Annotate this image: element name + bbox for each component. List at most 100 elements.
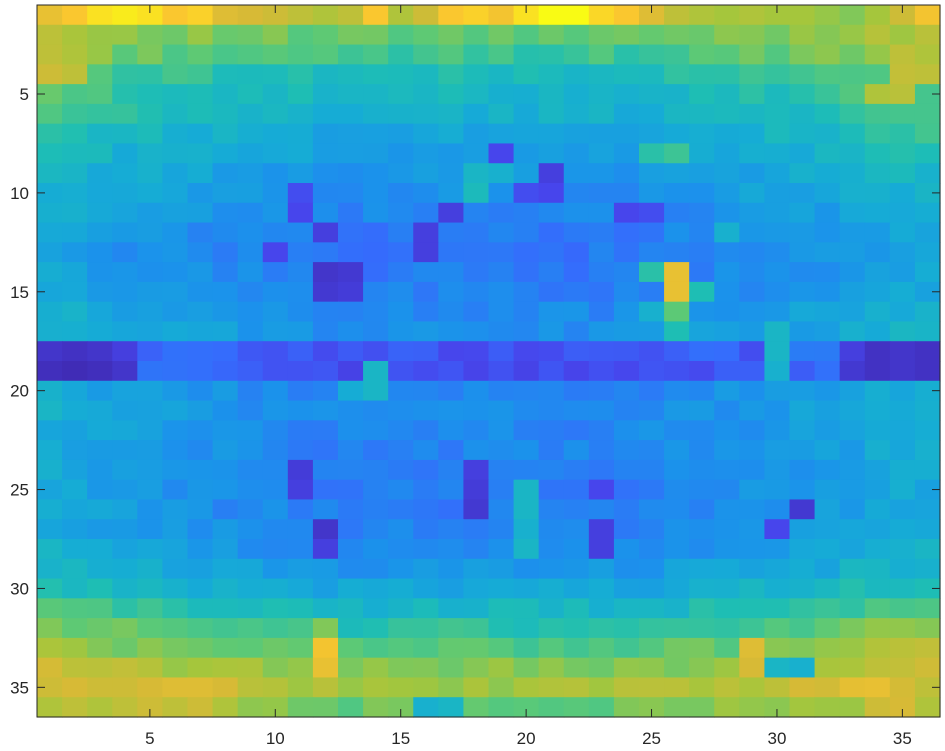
heatmap-cell: [237, 697, 264, 718]
heatmap-cell: [563, 598, 590, 619]
heatmap-cell: [739, 677, 766, 698]
heatmap-cell: [287, 459, 314, 481]
heatmap-cell: [463, 84, 490, 105]
heatmap-cell: [37, 539, 63, 560]
heatmap-cell: [764, 578, 791, 599]
heatmap-cell: [413, 321, 439, 342]
heatmap-cell: [338, 222, 364, 243]
heatmap-cell: [112, 361, 138, 382]
heatmap-cell: [312, 697, 339, 718]
heatmap-cell: [162, 143, 189, 164]
heatmap-cell: [689, 380, 715, 402]
heatmap-cell: [563, 202, 590, 224]
heatmap-cell: [714, 341, 740, 362]
heatmap-cell: [212, 361, 239, 382]
heatmap-cell: [914, 5, 941, 26]
heatmap-cell: [137, 637, 164, 659]
heatmap-cell: [789, 143, 816, 164]
heatmap-cell: [764, 519, 791, 540]
heatmap-cell: [187, 103, 214, 125]
heatmap-cell: [438, 637, 465, 659]
heatmap-cell: [739, 123, 766, 145]
heatmap-cell: [689, 301, 715, 323]
heatmap-cell: [212, 459, 239, 481]
heatmap-cell: [613, 637, 640, 659]
heatmap-cell: [839, 657, 866, 679]
heatmap-cell: [764, 183, 791, 204]
heatmap-cell: [839, 459, 866, 481]
heatmap-cell: [839, 539, 866, 560]
heatmap-cell: [37, 301, 63, 323]
heatmap-cell: [37, 202, 63, 224]
heatmap-cell: [312, 163, 339, 184]
heatmap-cell: [112, 281, 138, 303]
heatmap-cell: [563, 24, 590, 46]
heatmap-cell: [363, 222, 389, 243]
heatmap-cell: [664, 499, 690, 520]
heatmap-cell: [764, 539, 791, 560]
heatmap-cell: [714, 301, 740, 323]
heatmap-cell: [664, 341, 690, 362]
heatmap-cell: [413, 242, 439, 263]
heatmap-cell: [689, 341, 715, 362]
heatmap-cell: [889, 420, 916, 441]
heatmap-cell: [413, 618, 439, 639]
heatmap-cell: [338, 519, 364, 540]
heatmap-cell: [62, 598, 88, 619]
heatmap-cell: [714, 440, 740, 461]
heatmap-cell: [388, 103, 414, 125]
heatmap-cell: [363, 341, 389, 362]
heatmap-cell: [889, 202, 916, 224]
heatmap-cell: [639, 84, 665, 105]
heatmap-cell: [237, 163, 264, 184]
heatmap-cell: [312, 657, 339, 679]
heatmap-cell: [287, 281, 314, 303]
y-tick-label: 35: [10, 678, 29, 697]
heatmap-cell: [438, 341, 465, 362]
heatmap-cell: [664, 84, 690, 105]
heatmap-cell: [588, 558, 615, 580]
heatmap-cell: [237, 677, 264, 698]
heatmap-cell: [613, 380, 640, 402]
heatmap-cell: [237, 657, 264, 679]
heatmap-cell: [664, 321, 690, 342]
heatmap-cell: [714, 598, 740, 619]
heatmap-cell: [463, 202, 490, 224]
heatmap-cell: [312, 281, 339, 303]
heatmap-cell: [538, 440, 565, 461]
heatmap-cell: [739, 84, 766, 105]
heatmap-cell: [237, 479, 264, 501]
heatmap-cell: [237, 143, 264, 164]
heatmap-cell: [739, 202, 766, 224]
heatmap-cell: [312, 321, 339, 342]
x-tick-label: 15: [391, 729, 410, 748]
heatmap-cell: [538, 539, 565, 560]
heatmap-cell: [714, 677, 740, 698]
heatmap-cell: [488, 262, 515, 283]
heatmap-cell: [538, 657, 565, 679]
heatmap-cell: [814, 24, 841, 46]
heatmap-cell: [162, 479, 189, 501]
heatmap-cell: [664, 281, 690, 303]
heatmap-cell: [212, 499, 239, 520]
heatmap-cell: [112, 558, 138, 580]
heatmap-cell: [37, 479, 63, 501]
heatmap-cell: [312, 301, 339, 323]
heatmap-cell: [187, 84, 214, 105]
heatmap-cell: [488, 539, 515, 560]
heatmap-cell: [914, 479, 941, 501]
heatmap-cell: [187, 618, 214, 639]
heatmap-cell: [689, 657, 715, 679]
heatmap-cell: [613, 242, 640, 263]
heatmap-cell: [739, 103, 766, 125]
heatmap-cell: [363, 657, 389, 679]
heatmap-cell: [62, 400, 88, 421]
heatmap-cell: [363, 44, 389, 65]
heatmap-cell: [814, 440, 841, 461]
heatmap-cell: [914, 321, 941, 342]
heatmap-cell: [689, 123, 715, 145]
heatmap-cell: [513, 440, 540, 461]
heatmap-cell: [137, 618, 164, 639]
heatmap-cell: [689, 222, 715, 243]
heatmap-cell: [262, 697, 289, 718]
